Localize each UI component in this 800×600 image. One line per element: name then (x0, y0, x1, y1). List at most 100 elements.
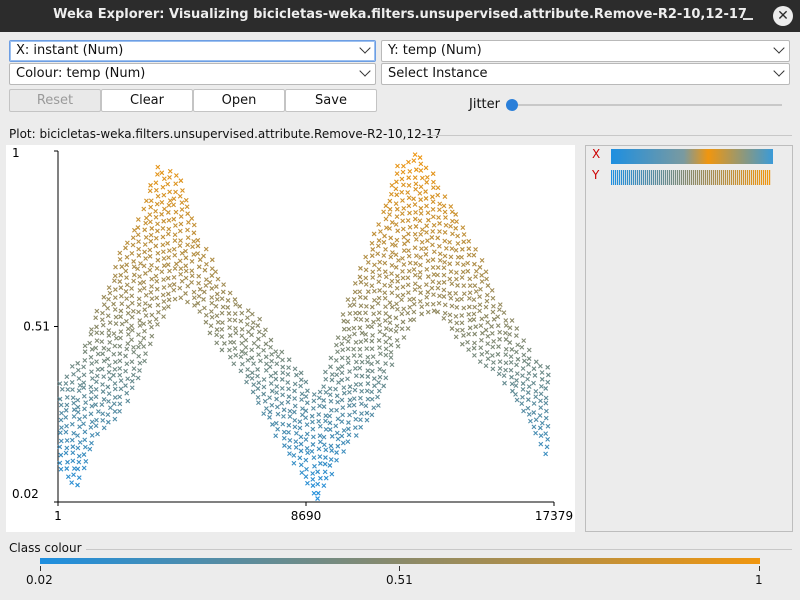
data-point (94, 338, 100, 344)
data-point (327, 413, 332, 419)
data-point (521, 338, 527, 343)
legend-y-stripe (663, 170, 665, 185)
data-point (413, 181, 419, 187)
data-point (478, 345, 484, 351)
data-point (423, 251, 429, 257)
data-point (411, 267, 417, 272)
legend-x-label: X (592, 147, 600, 161)
data-point (156, 309, 161, 315)
data-point (124, 240, 130, 246)
data-point (418, 168, 424, 173)
data-point (509, 318, 515, 323)
reset-button[interactable]: Reset (9, 89, 101, 112)
y-axis-select[interactable]: Y: temp (Num) (381, 40, 790, 62)
save-button[interactable]: Save (285, 89, 377, 112)
data-point (203, 312, 209, 318)
data-point (267, 409, 273, 415)
clear-button[interactable]: Clear (101, 89, 193, 112)
data-point (479, 351, 485, 357)
data-point (411, 158, 417, 164)
data-point (394, 171, 400, 177)
data-point (129, 323, 134, 329)
data-point (389, 290, 395, 296)
jitter-slider-handle[interactable] (506, 99, 518, 111)
data-point (442, 230, 448, 235)
data-point (323, 413, 329, 419)
data-point (136, 332, 141, 337)
data-point (298, 441, 304, 447)
data-point (520, 394, 525, 400)
data-point (117, 408, 122, 414)
data-point (329, 372, 335, 377)
data-point (503, 323, 509, 328)
data-point (233, 301, 239, 307)
jitter-slider-track[interactable] (512, 104, 782, 106)
legend-y-stripe (741, 170, 743, 185)
data-point (137, 323, 143, 328)
data-point (489, 287, 495, 293)
data-point (334, 450, 339, 455)
data-point (407, 304, 413, 310)
x-axis-select[interactable]: X: instant (Num) (9, 40, 376, 62)
data-point (515, 356, 521, 362)
data-point (394, 192, 400, 198)
close-icon[interactable]: ✕ (773, 6, 793, 26)
data-point (177, 258, 183, 264)
x-tick-label: 8690 (291, 509, 322, 523)
data-point (149, 226, 155, 231)
data-point (340, 312, 346, 317)
minimize-icon[interactable] (742, 10, 754, 22)
data-point (345, 439, 351, 444)
data-point (172, 232, 178, 238)
data-point (412, 216, 418, 222)
data-point (419, 311, 425, 317)
data-point (185, 227, 190, 233)
data-point (358, 339, 364, 345)
plot-area[interactable]: 1 0.51 0.02 1 8690 17379 (6, 145, 575, 532)
data-point (437, 251, 443, 257)
x-axis-select-value: X: instant (Num) (16, 43, 124, 58)
data-point (117, 394, 123, 400)
jitter-label: Jitter (469, 97, 500, 112)
data-point (100, 322, 106, 328)
data-point (507, 332, 512, 337)
data-point (340, 405, 346, 410)
data-point (375, 243, 381, 249)
data-point (118, 272, 124, 278)
data-point (377, 273, 382, 278)
data-point (321, 434, 327, 440)
data-point (135, 375, 141, 381)
legend-y-stripe (649, 170, 651, 185)
data-point (538, 441, 544, 447)
data-point (437, 221, 442, 226)
data-point (155, 250, 161, 256)
data-point (352, 366, 358, 371)
data-point (537, 363, 543, 369)
data-point (522, 358, 527, 364)
instance-select[interactable]: Select Instance (381, 63, 790, 85)
data-point (459, 254, 464, 260)
data-point (58, 452, 64, 458)
data-point (286, 394, 292, 400)
data-point (461, 305, 467, 311)
data-point (406, 175, 412, 181)
data-point (136, 239, 141, 245)
data-point (388, 191, 394, 197)
legend-y-stripe (645, 170, 647, 185)
data-point (165, 262, 171, 268)
colour-select[interactable]: Colour: temp (Num) (9, 63, 376, 85)
data-point (376, 279, 382, 285)
data-point (538, 405, 544, 410)
data-point (315, 469, 321, 475)
data-point (316, 418, 322, 424)
open-button[interactable]: Open (193, 89, 285, 112)
data-point (497, 366, 503, 371)
data-point (274, 361, 280, 367)
scatter-plot[interactable]: 10.510.021 8690 17379 (6, 145, 575, 532)
legend-y-stripe (755, 170, 757, 185)
data-point (167, 198, 173, 203)
data-point (345, 338, 351, 344)
data-point (375, 403, 381, 408)
data-point (255, 323, 261, 328)
data-point (424, 301, 430, 307)
